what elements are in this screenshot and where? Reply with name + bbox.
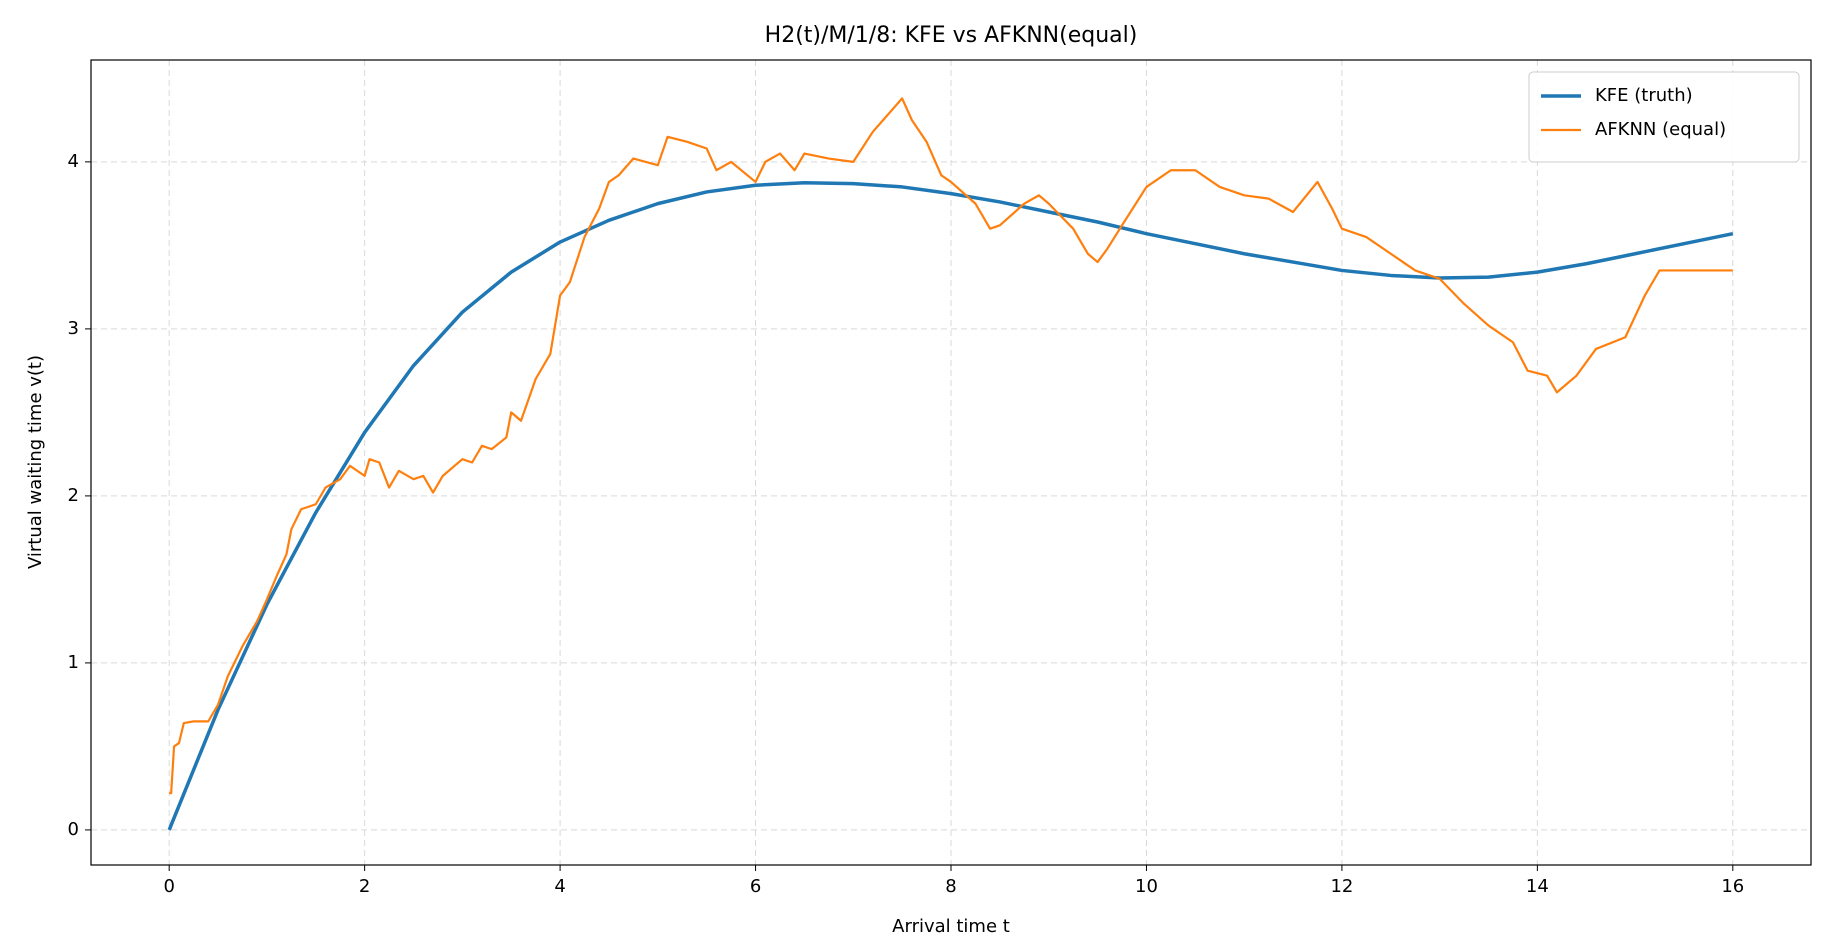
y-tick-label: 1	[68, 652, 79, 673]
legend-box	[1528, 71, 1800, 163]
chart-title: H2(t)/M/1/8: KFE vs AFKNN(equal)	[765, 23, 1138, 48]
x-tick-label: 0	[163, 876, 174, 897]
x-tick-label: 12	[1330, 876, 1353, 897]
y-tick-label: 0	[68, 819, 79, 840]
legend-label: KFE (truth)	[1595, 85, 1693, 106]
x-tick-label: 6	[750, 876, 761, 897]
x-tick-label: 16	[1721, 876, 1744, 897]
data-line	[167, 181, 1734, 831]
data-line	[169, 97, 1733, 795]
plot-frame	[90, 59, 1812, 866]
x-tick-label: 14	[1526, 876, 1549, 897]
y-tick-label: 2	[68, 485, 79, 506]
y-axis-label: Virtual waiting time v(t)	[25, 355, 46, 569]
legend-label: AFKNN (equal)	[1595, 119, 1726, 140]
x-tick-label: 8	[945, 876, 956, 897]
x-tick-label: 4	[554, 876, 565, 897]
y-tick-label: 4	[68, 151, 79, 172]
x-tick-label: 10	[1135, 876, 1158, 897]
x-axis-label: Arrival time t	[892, 916, 1010, 937]
y-tick-label: 3	[68, 318, 79, 339]
x-tick-label: 2	[359, 876, 370, 897]
